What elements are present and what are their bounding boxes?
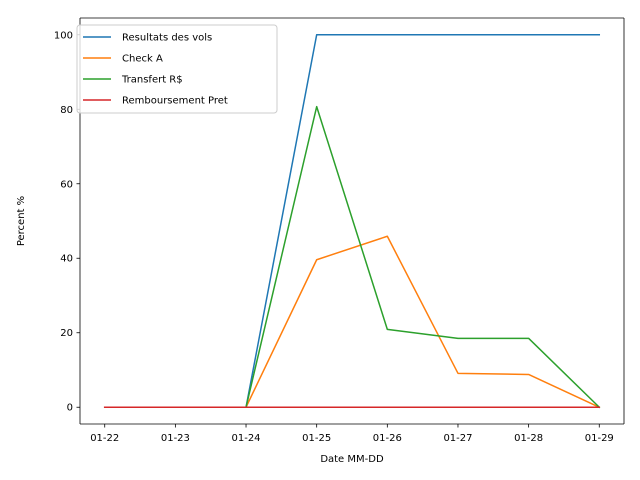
data-point-3-0 xyxy=(103,406,106,409)
data-point-2-6 xyxy=(527,337,530,340)
data-point-1-6 xyxy=(527,373,530,376)
x-tick-label: 01-29 xyxy=(585,433,614,444)
x-tick-label: 01-27 xyxy=(443,433,472,444)
legend-label-0: Resultats des vols xyxy=(122,33,212,44)
data-point-1-4 xyxy=(386,235,389,238)
data-point-1-3 xyxy=(315,258,318,261)
data-point-2-3 xyxy=(315,105,318,108)
legend-label-3: Remboursement Pret xyxy=(122,96,228,107)
legend-box xyxy=(76,24,278,114)
y-axis-label: Percent % xyxy=(16,196,27,246)
legend: Resultats des vols Check A Transfert R$ Rem… xyxy=(76,24,278,114)
data-point-3-7 xyxy=(598,406,601,409)
data-point-3-5 xyxy=(456,406,459,409)
y-tick-label: 20 xyxy=(60,328,73,339)
x-tick-label: 01-22 xyxy=(90,433,119,444)
data-point-3-1 xyxy=(174,406,177,409)
data-point-0-6 xyxy=(527,33,530,36)
data-point-0-5 xyxy=(456,33,459,36)
data-point-3-6 xyxy=(527,406,530,409)
data-point-2-4 xyxy=(386,328,389,331)
data-point-0-3 xyxy=(315,33,318,36)
y-tick-label: 0 xyxy=(67,403,73,414)
x-axis-label: Date MM-DD xyxy=(320,454,384,465)
series-layer xyxy=(103,33,601,409)
x-ticks: 01-22 01-23 01-24 01-25 01-26 01-27 01-28 01-29 xyxy=(90,424,614,444)
data-point-3-3 xyxy=(315,406,318,409)
x-tick-label: 01-24 xyxy=(231,433,260,444)
data-point-0-7 xyxy=(598,33,601,36)
y-tick-label: 80 xyxy=(60,105,73,116)
y-ticks: 0 20 40 60 80 100 xyxy=(54,30,80,414)
y-tick-label: 60 xyxy=(60,179,73,190)
x-tick-label: 01-25 xyxy=(302,433,331,444)
y-tick-label: 100 xyxy=(54,30,73,41)
x-tick-label: 01-23 xyxy=(161,433,190,444)
legend-label-2: Transfert R$ xyxy=(121,75,183,86)
x-tick-label: 01-26 xyxy=(373,433,402,444)
x-tick-label: 01-28 xyxy=(514,433,543,444)
data-point-0-4 xyxy=(386,33,389,36)
y-tick-label: 40 xyxy=(60,254,73,265)
data-point-2-5 xyxy=(456,337,459,340)
data-point-3-2 xyxy=(245,406,248,409)
data-point-3-4 xyxy=(386,406,389,409)
data-point-1-5 xyxy=(456,372,459,375)
legend-label-1: Check A xyxy=(122,54,163,65)
axes-layer xyxy=(79,17,625,425)
